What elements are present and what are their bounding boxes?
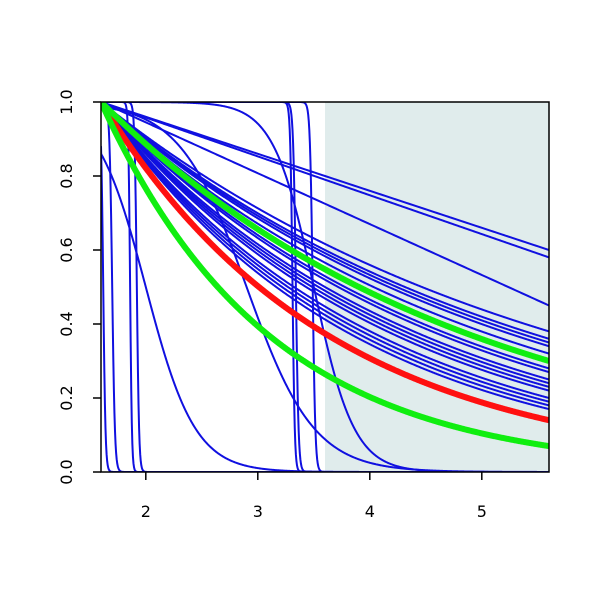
y-tick-label: 0.2 <box>57 385 76 410</box>
x-tick-label: 2 <box>141 502 151 521</box>
series-line-blue-10 <box>101 102 549 374</box>
y-tick-label: 1.0 <box>57 89 76 114</box>
series-line-blue-0 <box>101 102 549 251</box>
series-line-blue-13 <box>101 102 549 388</box>
series-line-blue-15 <box>101 102 549 399</box>
series-line-blue-6 <box>101 102 549 348</box>
x-tick-label: 5 <box>477 502 487 521</box>
series-line-blue-18 <box>101 102 549 411</box>
series-line-green-30 <box>101 102 549 364</box>
y-tick-label: 0.4 <box>57 311 76 336</box>
series-line-blue-4 <box>101 102 549 340</box>
series-layer <box>101 102 549 472</box>
series-line-blue-2 <box>101 102 549 307</box>
series-line-blue-3 <box>101 102 549 333</box>
series-line-blue-1 <box>101 102 549 259</box>
y-tick-label: 0.8 <box>57 163 76 188</box>
plot-frame <box>100 101 550 473</box>
y-tick-label: 0.0 <box>57 459 76 484</box>
axis-layer: 2 3 4 5 0.0 0.2 0.4 0.6 0.8 1.0 <box>57 89 487 521</box>
x-tick-label: 3 <box>253 502 263 521</box>
series-line-blue-17 <box>101 102 549 407</box>
series-line-blue-14 <box>101 102 549 392</box>
series-line-red-29 <box>101 102 549 424</box>
series-line-blue-16 <box>101 102 549 403</box>
series-line-blue-11 <box>101 102 549 381</box>
series-line-green-31 <box>101 102 549 450</box>
y-tick-label: 0.6 <box>57 237 76 262</box>
series-line-blue-5 <box>101 102 549 344</box>
series-line-blue-12 <box>101 102 549 385</box>
x-tick-label: 4 <box>365 502 375 521</box>
